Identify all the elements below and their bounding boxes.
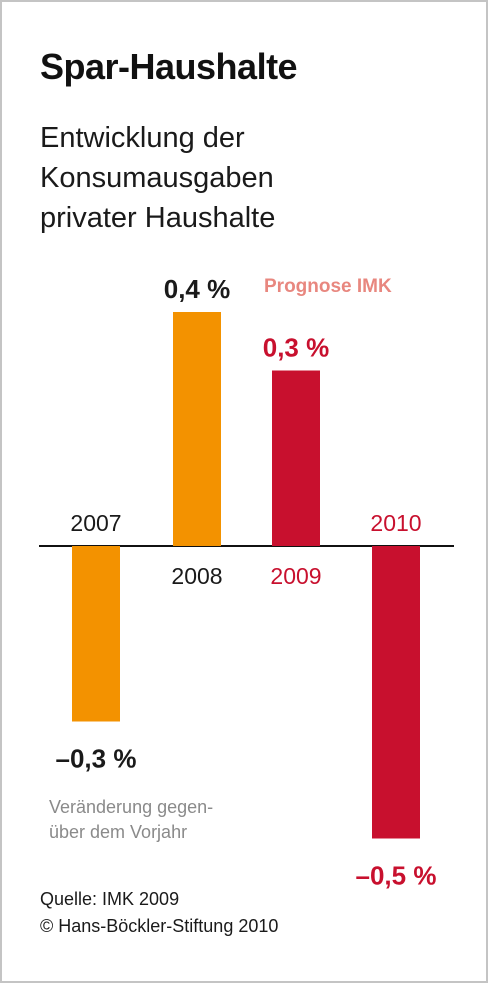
subtitle-line: Entwicklung der [40,122,245,154]
bar-2008 [173,312,221,546]
category-label: 2010 [370,510,421,536]
value-label: –0,3 % [56,744,137,774]
chart-title: Spar-Haushalte [40,46,298,87]
bar-2007 [72,546,120,722]
value-label: 0,3 % [263,333,330,363]
note-line: Veränderung gegen- [49,797,214,817]
category-label: 2009 [270,563,321,589]
bar-2009 [272,370,320,546]
category-label: 2007 [70,510,121,536]
chart-subtitle: Entwicklung der Konsumausgaben privater … [40,118,460,238]
note-line: über dem Vorjahr [49,822,188,842]
subtitle-line: Konsumausgaben [40,162,274,194]
subtitle-line: privater Haushalte [40,202,276,234]
copyright-text: © Hans-Böckler-Stiftung 2010 [40,916,279,936]
value-label: –0,5 % [356,861,437,891]
forecast-label: Prognose IMK [264,276,392,297]
footer: Quelle: IMK 2009 © Hans-Böckler-Stiftung… [40,886,278,940]
category-label: 2008 [171,563,222,589]
axis-note: Veränderung gegen- über dem Vorjahr [49,795,213,845]
value-label: 0,4 % [164,274,231,304]
source-text: Quelle: IMK 2009 [40,889,180,909]
bar-2010 [372,546,420,839]
